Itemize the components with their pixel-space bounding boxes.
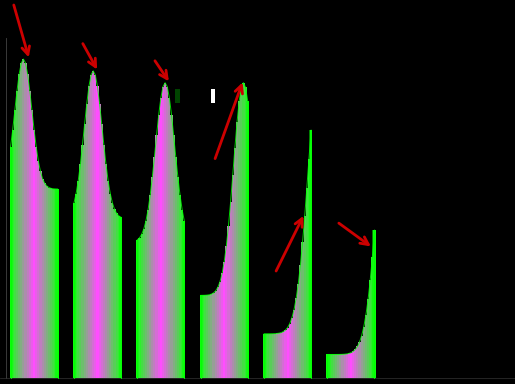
- Bar: [211, 89, 215, 103]
- Bar: [176, 89, 180, 103]
